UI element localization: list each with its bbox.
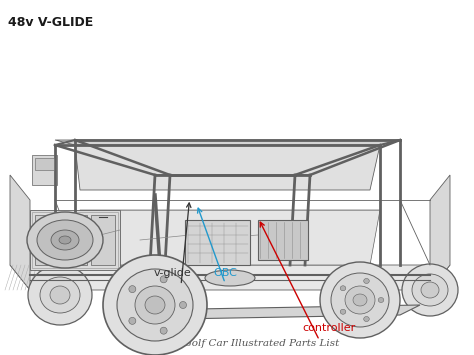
Ellipse shape [160, 327, 167, 334]
Polygon shape [430, 175, 450, 290]
Polygon shape [75, 145, 380, 190]
Ellipse shape [378, 297, 384, 302]
Ellipse shape [27, 212, 103, 268]
Ellipse shape [180, 301, 186, 308]
Ellipse shape [37, 220, 93, 260]
Ellipse shape [412, 274, 448, 306]
Ellipse shape [59, 236, 71, 244]
Bar [258, 220, 308, 260]
Bar [30, 210, 120, 270]
Ellipse shape [160, 276, 167, 283]
Ellipse shape [421, 282, 439, 298]
Text: 48v V-GLIDE: 48v V-GLIDE [8, 16, 93, 29]
Ellipse shape [51, 230, 79, 250]
Ellipse shape [103, 255, 207, 355]
Ellipse shape [364, 317, 369, 322]
Bar [35, 215, 59, 265]
Ellipse shape [364, 278, 369, 284]
Ellipse shape [135, 286, 175, 324]
Ellipse shape [145, 296, 165, 314]
Ellipse shape [40, 277, 80, 313]
Bar [185, 220, 250, 265]
Polygon shape [55, 140, 400, 145]
Bar [63, 215, 87, 265]
Polygon shape [10, 265, 450, 290]
Ellipse shape [205, 270, 255, 286]
Text: v-glide: v-glide [154, 268, 192, 278]
Ellipse shape [129, 317, 136, 324]
Ellipse shape [129, 286, 136, 293]
Polygon shape [120, 305, 420, 320]
Bar [91, 215, 115, 265]
Ellipse shape [340, 286, 346, 291]
Bar [32, 212, 118, 268]
Ellipse shape [320, 262, 400, 338]
Ellipse shape [117, 269, 193, 341]
Ellipse shape [340, 309, 346, 314]
Polygon shape [80, 210, 380, 265]
Ellipse shape [345, 286, 375, 314]
Polygon shape [10, 175, 30, 290]
Text: controller: controller [303, 323, 356, 333]
Bar [35, 158, 54, 170]
Ellipse shape [331, 273, 389, 327]
Ellipse shape [50, 286, 70, 304]
Bar [32, 155, 57, 185]
Text: 1999 DS Golf Car Illustrated Parts List: 1999 DS Golf Car Illustrated Parts List [135, 339, 339, 348]
Ellipse shape [402, 264, 458, 316]
Ellipse shape [28, 265, 92, 325]
Text: OBC: OBC [213, 268, 237, 278]
Ellipse shape [353, 294, 367, 306]
